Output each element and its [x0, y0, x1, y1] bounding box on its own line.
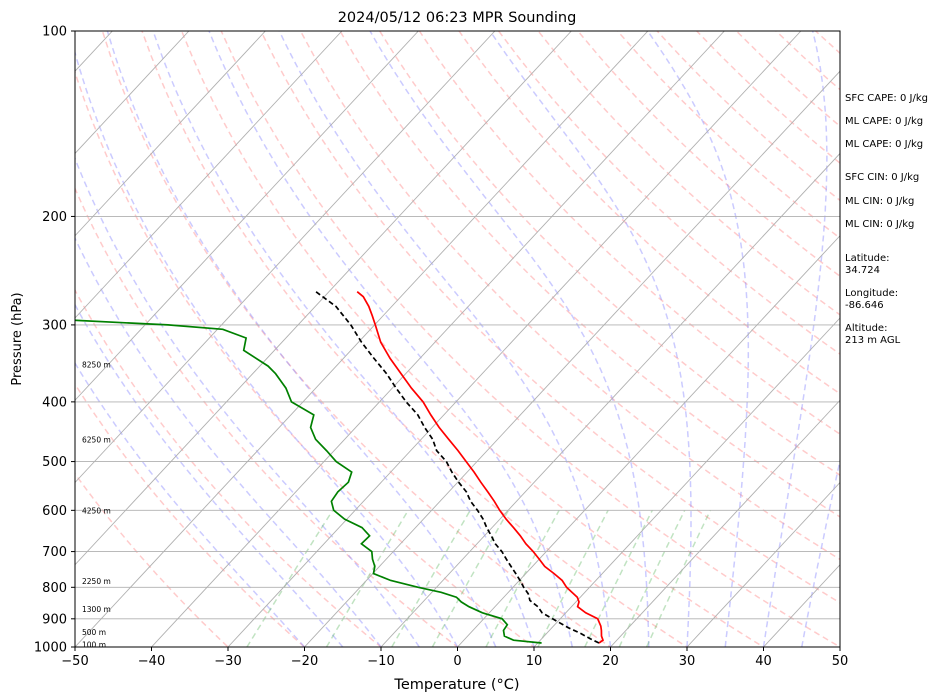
isotherm-line: [533, 317, 840, 647]
dry-adiabat: [75, 382, 306, 647]
isotherm-line: [75, 31, 419, 401]
y-tick-label: 500: [42, 455, 67, 470]
x-tick-label: 40: [755, 654, 772, 669]
y-axis-label: Pressure (hPa): [10, 292, 25, 385]
height-label: 100 m: [82, 640, 106, 649]
moist-adiabat: [75, 303, 344, 647]
ml-cape-label-2: ML CAPE: 0 J/kg: [845, 139, 924, 150]
x-tick-label: −20: [291, 654, 318, 669]
moist-adiabat: [152, 31, 535, 647]
y-tick-label: 600: [42, 504, 67, 519]
dry-adiabat: [180, 31, 765, 647]
moist-adiabat: [75, 50, 459, 647]
temperature-line: [356, 291, 605, 644]
isotherm-grid: [75, 31, 840, 647]
x-tick-label: 50: [832, 654, 849, 669]
ml-cape-label-1: ML CAPE: 0 J/kg: [845, 116, 924, 127]
height-label: 6250 m: [82, 435, 111, 444]
dry-adiabat: [379, 31, 840, 477]
y-tick-label: 100: [42, 25, 67, 40]
x-tick-label: −10: [367, 654, 394, 669]
mixing-ratio-line: [485, 509, 560, 647]
x-tick-label: −40: [138, 654, 165, 669]
sfc-cape-label: SFC CAPE: 0 J/kg: [845, 93, 928, 104]
dry-adiabat: [418, 31, 840, 436]
moist-adiabat: [369, 31, 650, 647]
ml-cin-label-2: ML CIN: 0 J/kg: [845, 219, 915, 230]
y-ticks: 1000 900 800 700 600 500 400 300 200 100: [34, 25, 75, 656]
isotherm-line: [75, 31, 343, 319]
x-tick-label: −50: [61, 654, 88, 669]
dry-adiabat: [101, 31, 612, 647]
isotherm-line: [457, 235, 840, 647]
moist-adiabat: [75, 361, 306, 647]
y-tick-label: 200: [42, 210, 67, 225]
isotherm-line: [75, 31, 572, 566]
dry-adiabat: [141, 31, 689, 647]
x-axis-label: Temperature (°C): [393, 677, 519, 693]
dry-adiabat: [75, 69, 536, 647]
isotherm-line: [75, 31, 190, 155]
ml-cin-label-1: ML CIN: 0 J/kg: [845, 196, 915, 207]
isotherm-line: [151, 31, 725, 647]
y-tick-label: 800: [42, 581, 67, 596]
sounding-series: [75, 291, 605, 644]
isotherm-line: [686, 481, 840, 647]
height-label: 8250 m: [82, 361, 111, 370]
moist-adiabat: [75, 236, 382, 647]
y-tick-label: 700: [42, 545, 67, 560]
mixing-ratio-line: [391, 509, 471, 647]
y-tick-label: 300: [42, 318, 67, 333]
isotherm-line: [610, 399, 840, 647]
x-tick-label: 20: [602, 654, 619, 669]
moist-adiabat: [647, 31, 750, 647]
altitude-label: Altitude: 213 m AGL: [845, 323, 901, 346]
x-ticks: −50 −40 −30 −20 −10 0 10 20 30 40 50: [61, 647, 848, 669]
isotherm-line: [380, 152, 840, 647]
moist-adiabat: [762, 31, 828, 647]
dry-adiabat: [75, 472, 230, 647]
mixing-ratio-line: [645, 509, 712, 647]
background-lines: [75, 31, 840, 647]
isotherm-line: [75, 31, 266, 237]
x-tick-label: 0: [453, 654, 461, 669]
mixing-ratio-line: [537, 509, 609, 647]
height-label: 2250 m: [82, 577, 111, 586]
mixing-ratio-line: [584, 509, 653, 647]
x-tick-label: 10: [526, 654, 543, 669]
isotherm-line: [75, 31, 649, 647]
dry-adiabat: [220, 31, 840, 647]
dry-adiabat: [260, 31, 840, 604]
isotherm-line: [75, 31, 496, 484]
parcel-line: [315, 291, 600, 644]
moist-adiabat: [106, 31, 497, 647]
moist-adiabat: [75, 156, 420, 647]
height-label: 4250 m: [82, 506, 111, 515]
y-tick-label: 1000: [34, 641, 67, 656]
y-tick-label: 900: [42, 612, 67, 627]
dry-adiabat: [537, 31, 840, 316]
mixing-ratio-line: [325, 509, 409, 647]
latitude-label: Latitude: 34.724: [845, 253, 890, 276]
moist-adiabat: [801, 457, 840, 647]
moist-adiabat: [278, 31, 612, 647]
moist-adiabat: [208, 31, 574, 647]
height-labels: 100 m 500 m 1300 m 2250 m 4250 m 6250 m 8250 m: [82, 361, 111, 650]
dry-adiabat: [339, 31, 840, 518]
moist-adiabat: [489, 31, 692, 647]
chart-title: 2024/05/12 06:23 MPR Sounding: [338, 10, 577, 26]
isotherm-line: [304, 70, 840, 647]
height-label: 1300 m: [82, 605, 111, 614]
x-tick-label: 30: [679, 654, 696, 669]
x-tick-label: −30: [214, 654, 241, 669]
longitude-label: Longitude: -86.646: [845, 288, 899, 311]
dewpoint-line: [75, 319, 542, 644]
isotherm-line: [227, 31, 802, 647]
y-tick-label: 400: [42, 395, 67, 410]
sfc-cin-label: SFC CIN: 0 J/kg: [845, 172, 920, 183]
plot-frame: [74, 30, 841, 648]
height-label: 500 m: [82, 628, 106, 637]
